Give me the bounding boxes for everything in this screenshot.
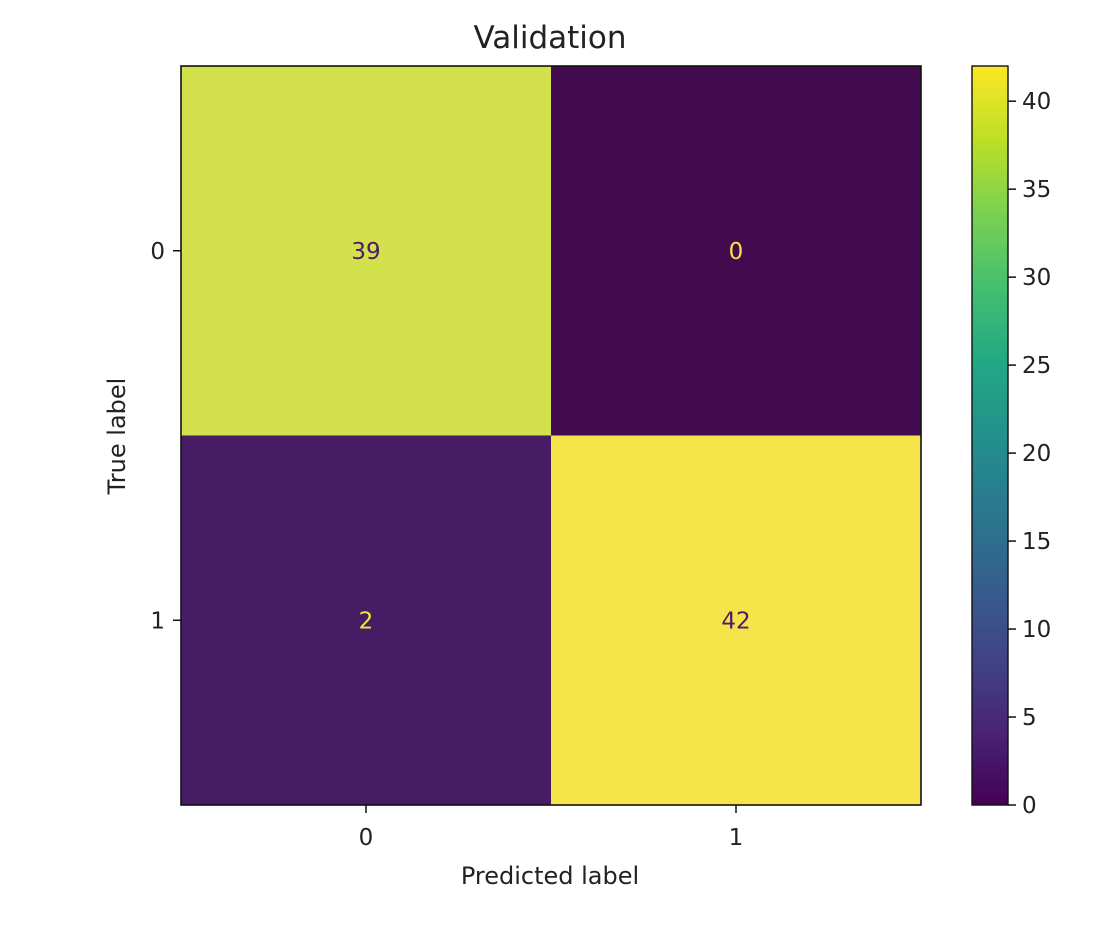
colorbar-tick-label: 15 — [1022, 529, 1051, 555]
colorbar-tick-label: 35 — [1022, 177, 1051, 203]
cell-value-label: 39 — [351, 239, 380, 265]
y-tick-label: 0 — [150, 239, 165, 265]
x-tick-label: 1 — [729, 825, 744, 851]
cell-labels: 39 0 2 42 — [351, 239, 750, 635]
x-tick-label: 0 — [359, 825, 374, 851]
y-axis-ticks: 01 — [150, 239, 181, 634]
colorbar-ticks: 0 5 10 15 20 25 30 35 40 — [1008, 89, 1051, 819]
colorbar-tick-label: 30 — [1022, 265, 1051, 291]
colorbar-tick-label: 20 — [1022, 441, 1051, 467]
x-axis-label: Predicted label — [461, 862, 639, 890]
colorbar-tick-label: 5 — [1022, 705, 1037, 731]
colorbar-tick-label: 0 — [1022, 793, 1037, 819]
chart-title: Validation — [473, 20, 626, 56]
heatmap-cell — [181, 435, 551, 805]
colorbar-tick-label: 25 — [1022, 353, 1051, 379]
cell-value-label: 2 — [359, 608, 374, 634]
cell-value-label: 42 — [721, 608, 750, 634]
cell-value-label: 0 — [729, 239, 744, 265]
heatmap-cells — [181, 66, 921, 805]
colorbar-tick-label: 40 — [1022, 89, 1051, 115]
plot-frame — [180, 65, 922, 806]
heatmap-cell — [551, 435, 921, 805]
y-tick-label: 1 — [150, 608, 165, 634]
y-axis-label: True label — [103, 378, 131, 496]
heatmap-cell — [551, 66, 921, 436]
heatmap-cell — [181, 66, 551, 436]
colorbar — [971, 65, 1009, 806]
colorbar-tick-label: 10 — [1022, 617, 1051, 643]
